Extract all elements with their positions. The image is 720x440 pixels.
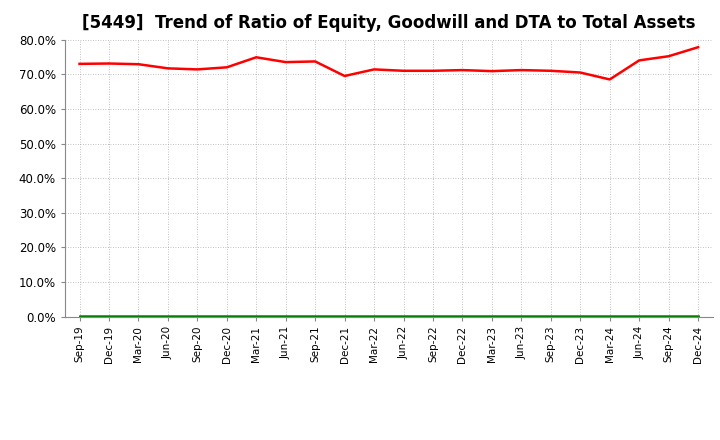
Goodwill	[606, 314, 614, 319]
Deferred Tax Assets	[428, 313, 437, 319]
Deferred Tax Assets	[517, 313, 526, 319]
Equity	[606, 77, 614, 82]
Deferred Tax Assets	[341, 313, 349, 319]
Deferred Tax Assets	[635, 313, 644, 319]
Goodwill	[75, 314, 84, 319]
Equity	[546, 68, 555, 73]
Line: Equity: Equity	[79, 47, 698, 80]
Goodwill	[665, 314, 673, 319]
Deferred Tax Assets	[487, 313, 496, 319]
Deferred Tax Assets	[282, 313, 290, 319]
Equity	[104, 61, 113, 66]
Deferred Tax Assets	[665, 313, 673, 319]
Deferred Tax Assets	[134, 313, 143, 319]
Deferred Tax Assets	[252, 313, 261, 319]
Deferred Tax Assets	[399, 313, 408, 319]
Goodwill	[458, 314, 467, 319]
Deferred Tax Assets	[193, 313, 202, 319]
Equity	[282, 59, 290, 65]
Equity	[252, 55, 261, 60]
Goodwill	[222, 314, 231, 319]
Goodwill	[546, 314, 555, 319]
Equity	[193, 67, 202, 72]
Goodwill	[104, 314, 113, 319]
Equity	[694, 44, 703, 50]
Equity	[311, 59, 320, 64]
Deferred Tax Assets	[222, 313, 231, 319]
Deferred Tax Assets	[694, 313, 703, 319]
Goodwill	[428, 314, 437, 319]
Goodwill	[694, 314, 703, 319]
Deferred Tax Assets	[370, 313, 379, 319]
Equity	[134, 62, 143, 67]
Deferred Tax Assets	[458, 313, 467, 319]
Goodwill	[252, 314, 261, 319]
Goodwill	[311, 314, 320, 319]
Deferred Tax Assets	[75, 313, 84, 319]
Goodwill	[370, 314, 379, 319]
Equity	[399, 68, 408, 73]
Equity	[222, 65, 231, 70]
Equity	[75, 61, 84, 66]
Deferred Tax Assets	[163, 313, 172, 319]
Equity	[665, 54, 673, 59]
Goodwill	[282, 314, 290, 319]
Deferred Tax Assets	[576, 313, 585, 319]
Deferred Tax Assets	[546, 313, 555, 319]
Deferred Tax Assets	[104, 313, 113, 319]
Equity	[341, 73, 349, 79]
Goodwill	[487, 314, 496, 319]
Goodwill	[517, 314, 526, 319]
Goodwill	[576, 314, 585, 319]
Equity	[458, 67, 467, 73]
Goodwill	[134, 314, 143, 319]
Deferred Tax Assets	[311, 313, 320, 319]
Title: [5449]  Trend of Ratio of Equity, Goodwill and DTA to Total Assets: [5449] Trend of Ratio of Equity, Goodwil…	[82, 15, 696, 33]
Equity	[576, 70, 585, 75]
Goodwill	[163, 314, 172, 319]
Equity	[428, 68, 437, 73]
Goodwill	[193, 314, 202, 319]
Deferred Tax Assets	[606, 313, 614, 319]
Goodwill	[399, 314, 408, 319]
Equity	[517, 67, 526, 73]
Equity	[370, 67, 379, 72]
Equity	[635, 58, 644, 63]
Goodwill	[341, 314, 349, 319]
Equity	[163, 66, 172, 71]
Equity	[487, 69, 496, 74]
Goodwill	[635, 314, 644, 319]
